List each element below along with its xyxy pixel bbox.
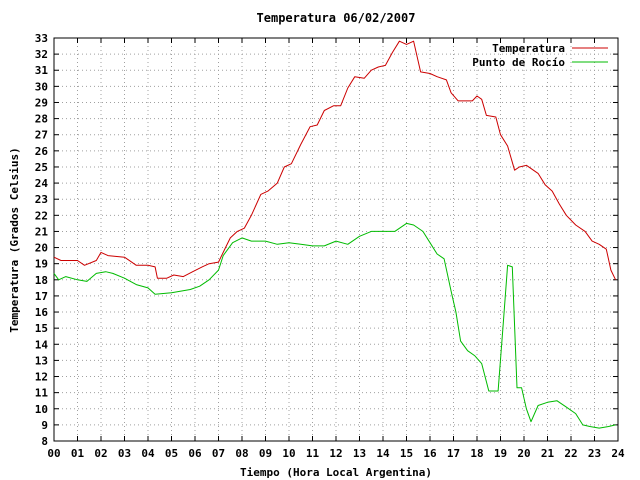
y-tick-label: 21: [35, 225, 49, 238]
x-tick-label: 24: [611, 447, 625, 460]
x-tick-label: 23: [588, 447, 601, 460]
x-tick-label: 18: [470, 447, 483, 460]
y-tick-label: 16: [35, 306, 49, 319]
x-tick-label: 09: [259, 447, 272, 460]
y-tick-label: 31: [35, 64, 49, 77]
x-tick-label: 06: [188, 447, 202, 460]
y-tick-label: 19: [35, 258, 48, 271]
legend-label-punto-de-rocio: Punto de Rocío: [472, 56, 565, 69]
x-tick-label: 05: [165, 447, 178, 460]
y-tick-label: 13: [35, 354, 48, 367]
series-line-temperatura: [53, 40, 617, 281]
x-tick-label: 14: [376, 447, 390, 460]
y-tick-label: 32: [35, 48, 48, 61]
y-tick-label: 33: [35, 32, 48, 45]
x-tick-label: 08: [235, 447, 248, 460]
y-tick-label: 23: [35, 193, 48, 206]
legend: Temperatura Punto de Rocío: [472, 42, 608, 69]
x-tick-label: 02: [94, 447, 107, 460]
y-tick-label: 11: [35, 387, 49, 400]
y-tick-label: 12: [35, 371, 48, 384]
y-tick-label: 27: [35, 129, 48, 142]
x-tick-label: 16: [423, 447, 437, 460]
x-tick-label: 11: [306, 447, 320, 460]
y-tick-label: 29: [35, 96, 48, 109]
y-tick-label: 14: [35, 338, 49, 351]
legend-label-temperatura: Temperatura: [492, 42, 565, 55]
x-tick-label: 12: [329, 447, 342, 460]
y-tick-label: 17: [35, 290, 48, 303]
y-tick-label: 30: [35, 80, 48, 93]
series-lines: [53, 40, 617, 429]
y-tick-label: 9: [41, 419, 48, 432]
y-tick-label: 15: [35, 322, 48, 335]
y-tick-label: 20: [35, 242, 48, 255]
x-tick-label: 04: [141, 447, 155, 460]
y-tick-label: 18: [35, 274, 48, 287]
x-tick-labels: 00 01 02 03 04 05 06 07 08 09 10 11 12 13 14 15 16 17 18 19…: [47, 447, 625, 460]
x-tick-label: 17: [447, 447, 460, 460]
x-tick-label: 13: [353, 447, 366, 460]
x-axis-label: Tiempo (Hora Local Argentina): [240, 466, 432, 479]
x-tick-label: 22: [564, 447, 577, 460]
x-tick-label: 10: [282, 447, 295, 460]
axis-ticks: [53, 37, 619, 442]
x-tick-label: 00: [47, 447, 60, 460]
x-tick-label: 03: [118, 447, 131, 460]
x-tick-label: 19: [494, 447, 507, 460]
x-tick-label: 07: [212, 447, 225, 460]
x-tick-label: 21: [541, 447, 555, 460]
y-tick-label: 24: [35, 177, 49, 190]
y-tick-label: 8: [41, 435, 48, 448]
chart-title: Temperatura 06/02/2007: [257, 11, 416, 25]
x-tick-label: 15: [400, 447, 413, 460]
y-tick-label: 28: [35, 113, 48, 126]
x-tick-label: 01: [71, 447, 85, 460]
x-tick-label: 20: [517, 447, 530, 460]
y-tick-label: 26: [35, 145, 49, 158]
y-tick-label: 22: [35, 209, 48, 222]
y-axis-label: Temperatura (Grados Celsius): [8, 147, 21, 332]
series-line-punto-de-rocio: [53, 222, 616, 429]
y-tick-label: 10: [35, 403, 48, 416]
y-tick-label: 25: [35, 161, 48, 174]
y-tick-labels: 8 9 10 11 12 13 14 15 16 17 18 19 20 21 22 23 24 25 26 27 28…: [35, 32, 49, 448]
